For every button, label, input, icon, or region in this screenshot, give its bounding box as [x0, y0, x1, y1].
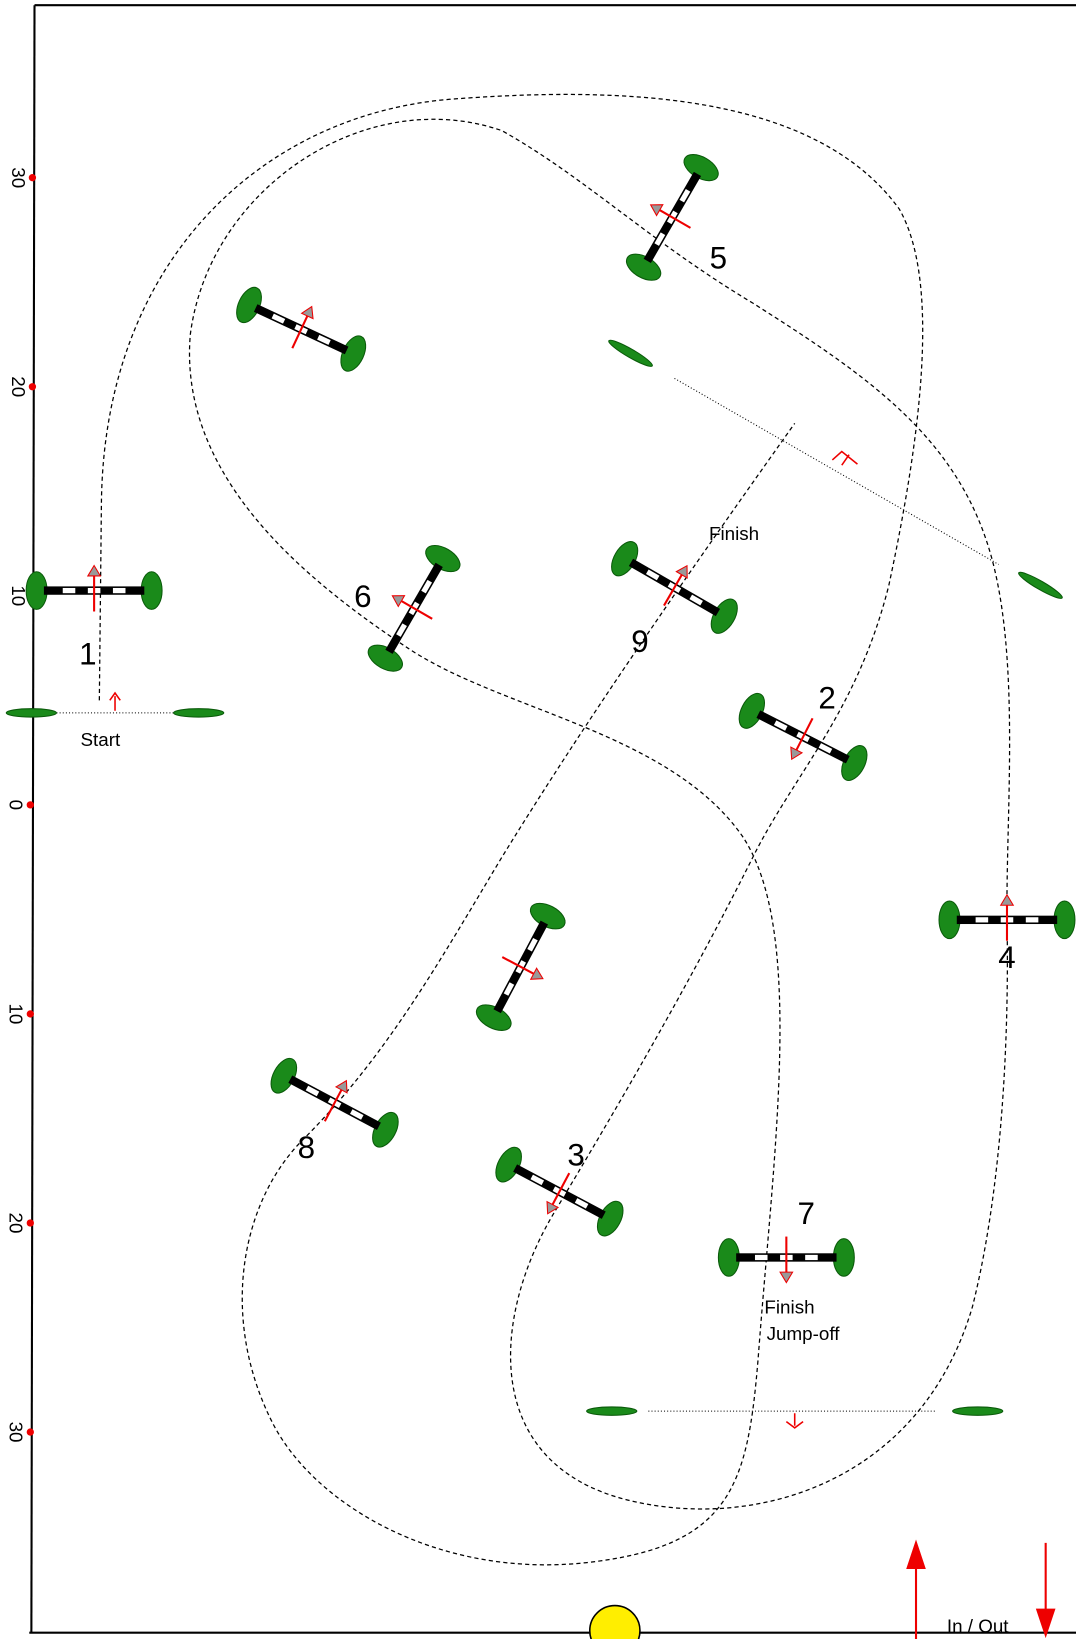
- jumpoff-label: Finish: [764, 1297, 814, 1318]
- axis-label: 20: [6, 1213, 27, 1234]
- fence-number: 6: [354, 579, 371, 614]
- fence-number: 9: [631, 624, 648, 659]
- judge-marker: [588, 1604, 641, 1639]
- fence-number: 1: [79, 637, 96, 672]
- jumpoff-finish-line: [586, 1406, 1004, 1429]
- jumpoff-label: Jump-off: [767, 1323, 841, 1344]
- fence-number: 8: [298, 1130, 315, 1165]
- start-label: Start: [81, 729, 121, 750]
- axis-label: 30: [6, 1422, 27, 1443]
- fence-number: 3: [567, 1137, 584, 1172]
- gate-label: In / Out: [947, 1615, 1009, 1636]
- route: [98, 93, 1011, 1566]
- axis-label: 20: [8, 376, 29, 397]
- arena-border: [29, 4, 1076, 1634]
- fence-number: 4: [998, 940, 1015, 975]
- start-line: [5, 691, 225, 718]
- axis-label: 10: [8, 585, 29, 606]
- fence-number: 5: [710, 241, 727, 276]
- fence-number: 2: [818, 681, 835, 716]
- axis-label: 0: [6, 800, 27, 810]
- gate-arrows: [906, 1539, 1056, 1639]
- fence-number: 7: [797, 1196, 814, 1231]
- axis-label: 10: [6, 1003, 27, 1024]
- axis-label: 30: [8, 167, 29, 188]
- finish-label: Finish: [709, 523, 759, 544]
- finish-line: [606, 336, 1065, 603]
